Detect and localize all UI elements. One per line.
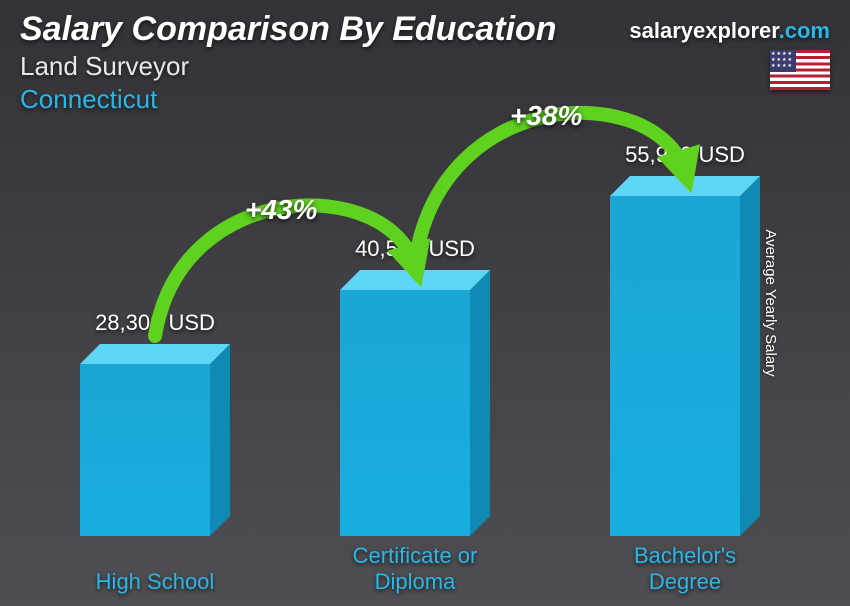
value-label: 40,500 USD <box>315 236 515 262</box>
chart-title: Salary Comparison By Education <box>20 10 557 49</box>
bar-1: 40,500 USDCertificate orDiploma <box>330 290 500 536</box>
bar-2: 55,900 USDBachelor'sDegree <box>600 196 770 536</box>
bar-side <box>740 176 760 536</box>
bar-top <box>80 344 230 364</box>
chart-area: 28,300 USDHigh School40,500 USDCertifica… <box>40 130 800 596</box>
bar-side <box>470 270 490 536</box>
bar-0: 28,300 USDHigh School <box>70 364 240 536</box>
category-label: High School <box>45 569 265 594</box>
category-label: Certificate orDiploma <box>305 543 525 594</box>
brand-suffix: .com <box>779 18 830 43</box>
job-title: Land Surveyor <box>20 51 557 82</box>
bar-front <box>80 364 210 536</box>
brand-name: salaryexplorer <box>629 18 778 43</box>
region-name: Connecticut <box>20 84 557 115</box>
title-block: Salary Comparison By Education Land Surv… <box>20 10 557 115</box>
bar3d <box>80 364 230 536</box>
bar3d <box>340 290 490 536</box>
bar-top <box>610 176 760 196</box>
value-label: 55,900 USD <box>585 142 785 168</box>
bar-top <box>340 270 490 290</box>
category-label: Bachelor'sDegree <box>575 543 795 594</box>
infographic-stage: Salary Comparison By Education Land Surv… <box>0 0 850 606</box>
bar-side <box>210 344 230 536</box>
brand-logo: salaryexplorer.com <box>629 18 830 44</box>
bar3d <box>610 196 760 536</box>
value-label: 28,300 USD <box>55 310 255 336</box>
bar-front <box>610 196 740 536</box>
increase-label: +43% <box>245 194 317 226</box>
bar-front <box>340 290 470 536</box>
flag-icon <box>770 50 830 90</box>
flag-canton <box>770 50 796 72</box>
